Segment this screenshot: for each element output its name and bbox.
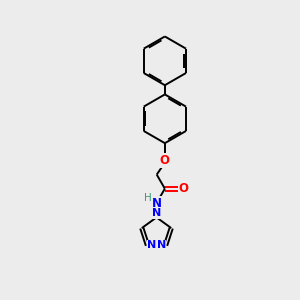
Text: N: N [147,240,157,250]
Text: H: H [144,193,152,203]
Text: N: N [152,196,161,210]
Text: O: O [160,154,170,167]
Text: N: N [152,208,161,218]
Text: O: O [178,182,188,195]
Text: N: N [157,240,166,250]
